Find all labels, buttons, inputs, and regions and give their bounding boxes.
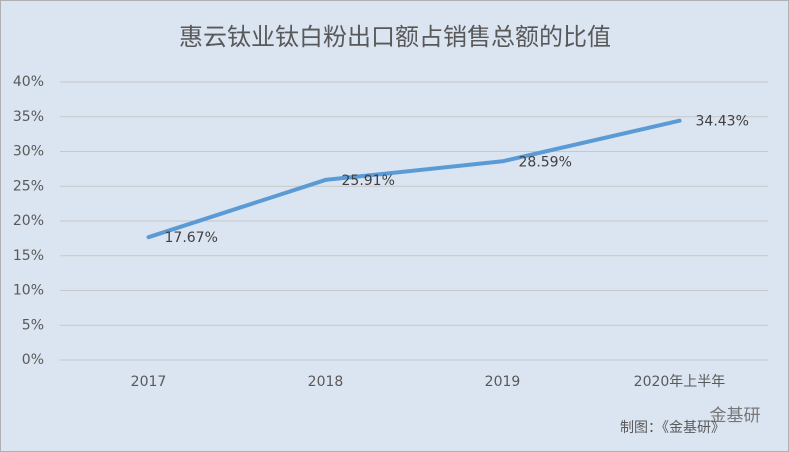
data-label: 25.91% bbox=[342, 173, 395, 189]
watermark: 金基研 bbox=[710, 406, 761, 426]
x-tick-label: 2017 bbox=[131, 374, 167, 390]
y-tick-label: 30% bbox=[13, 144, 44, 160]
y-tick-label: 0% bbox=[22, 352, 44, 368]
x-tick-label: 2019 bbox=[485, 374, 521, 390]
y-tick-label: 35% bbox=[13, 109, 44, 125]
y-tick-label: 40% bbox=[13, 74, 44, 90]
y-tick-label: 15% bbox=[13, 248, 44, 264]
x-tick-label: 2018 bbox=[308, 374, 344, 390]
chart-title: 惠云钛业钛白粉出口额占销售总额的比值 bbox=[179, 23, 611, 51]
y-tick-label: 10% bbox=[13, 283, 44, 299]
source: 制图：《金基研》 bbox=[620, 419, 725, 436]
y-tick-label: 5% bbox=[22, 317, 44, 333]
data-label: 28.59% bbox=[519, 154, 572, 170]
line bbox=[146, 118, 682, 240]
data-label: 17.67% bbox=[165, 230, 218, 246]
y-tick-label: 20% bbox=[13, 213, 44, 229]
data-label: 34.43% bbox=[696, 114, 749, 130]
y-tick-label: 25% bbox=[13, 178, 44, 194]
x-tick-label: 2020年上半年 bbox=[634, 374, 726, 390]
